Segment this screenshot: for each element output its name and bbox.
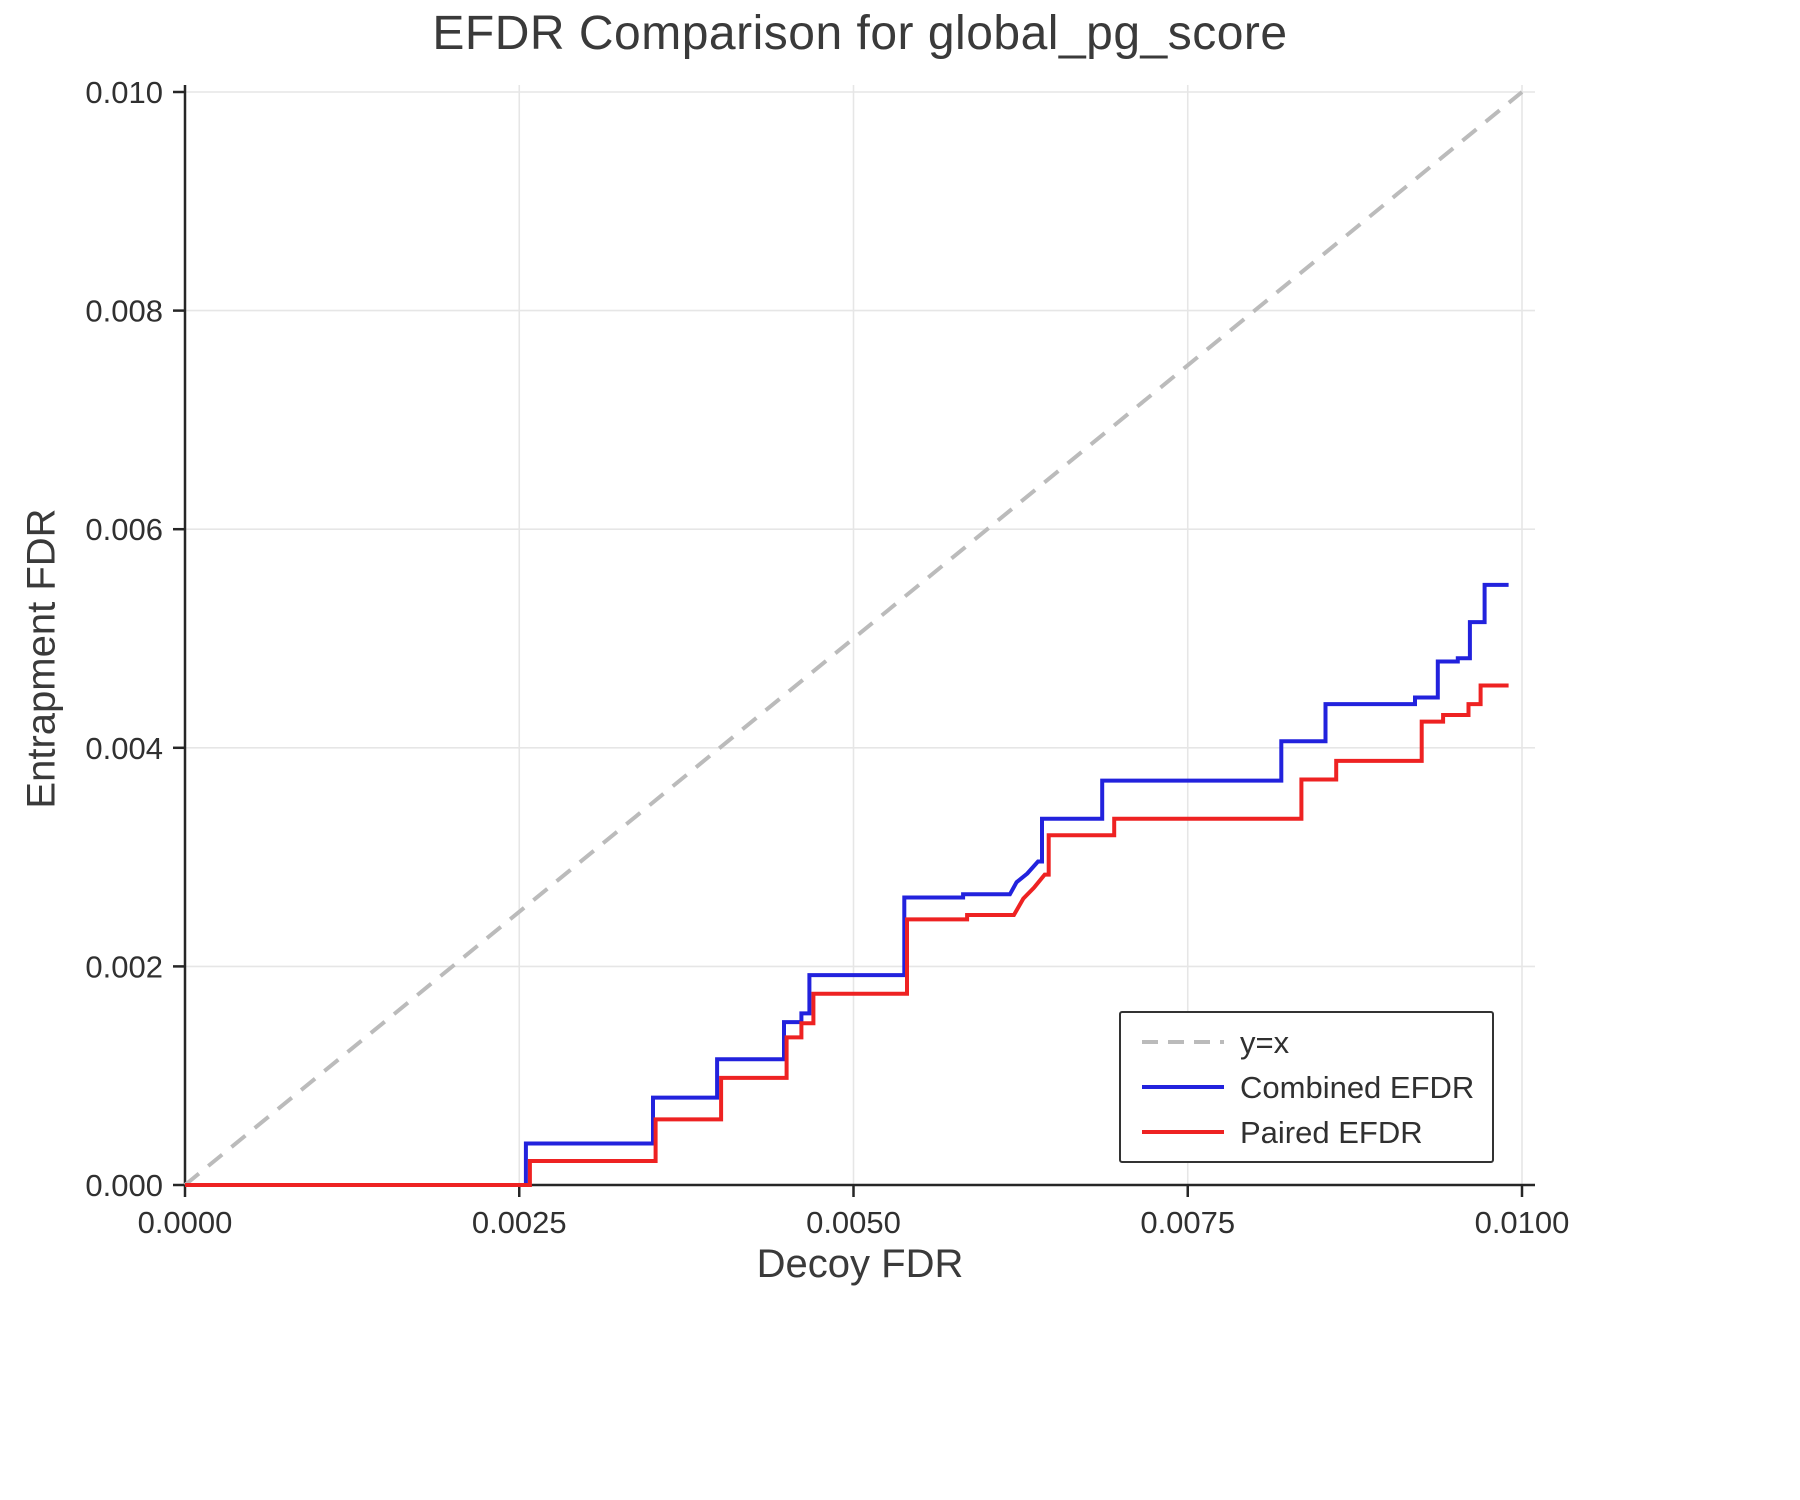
y-tick-label: 0.010 — [85, 75, 163, 110]
x-axis-label: Decoy FDR — [756, 1242, 964, 1286]
chart-title: EFDR Comparison for global_pg_score — [432, 7, 1288, 60]
legend-item: Paired EFDR — [1142, 1115, 1423, 1150]
x-tick-label: 0.0100 — [1475, 1205, 1570, 1240]
y-tick-label: 0.004 — [85, 731, 163, 766]
legend: y=x Combined EFDR Paired EFDR — [1119, 1011, 1494, 1163]
legend-label: y=x — [1240, 1025, 1290, 1060]
legend-item: y=x — [1142, 1025, 1290, 1060]
series-line-paired-efdr — [185, 683, 1509, 1187]
y-tick-label: 0.006 — [85, 512, 163, 547]
x-tick-label: 0.0000 — [138, 1205, 233, 1240]
legend-box — [1119, 1011, 1494, 1163]
series-line-y-x — [183, 90, 1524, 1187]
x-tick-label: 0.0075 — [1140, 1205, 1235, 1240]
series-line-combined-efdr — [185, 582, 1509, 1187]
y-tick-label: 0.002 — [85, 949, 163, 984]
y-tick-label: 0.008 — [85, 294, 163, 329]
legend-label: Paired EFDR — [1240, 1115, 1423, 1150]
legend-label: Combined EFDR — [1240, 1070, 1474, 1105]
y-tick-label: 0.000 — [85, 1168, 163, 1203]
x-tick-label: 0.0050 — [806, 1205, 901, 1240]
legend-item: Combined EFDR — [1142, 1070, 1474, 1105]
x-tick-label: 0.0025 — [472, 1205, 567, 1240]
